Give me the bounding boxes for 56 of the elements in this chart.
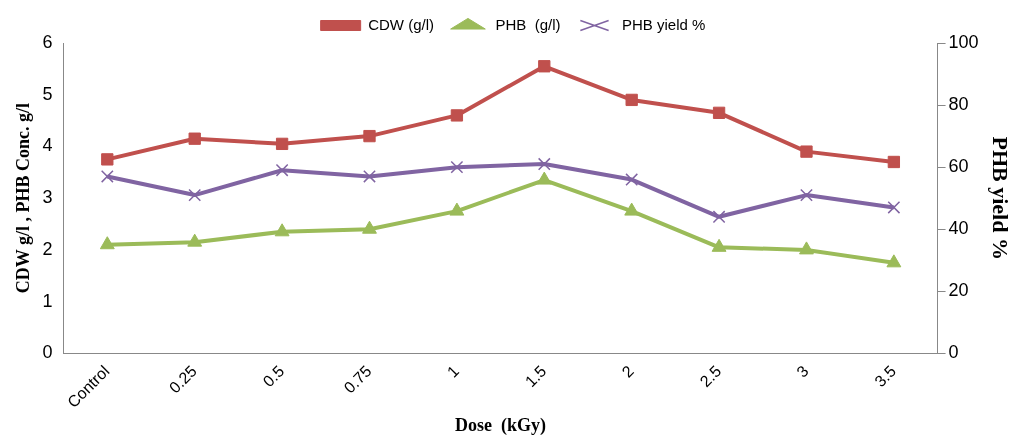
point [624,202,640,216]
point [363,170,376,183]
x-tick-label: 1 [443,362,463,381]
point [800,188,813,202]
y2-tick-label: 20 [948,280,969,301]
point [449,202,465,216]
y-tick-label: 4 [42,135,53,156]
point [101,153,114,166]
point [362,220,377,234]
y2-tick-label: 40 [948,218,969,239]
point [450,160,464,174]
point [363,129,376,143]
y-tick-label: 0 [42,342,53,363]
point [274,223,290,237]
point [886,254,902,268]
x-axis-title: Dose (kGy) [455,414,547,436]
point [625,173,639,186]
y-tick-label: 6 [42,31,53,52]
y2-tick-label: 80 [948,94,969,115]
legend-label: CDW (g/l) [368,15,434,33]
x-tick-label: 2.5 [696,362,725,391]
point [450,109,464,122]
y-tick-label: 5 [42,83,53,104]
point [275,137,289,151]
x-tick-label: 1.5 [521,362,550,391]
x-tick-label: 0.5 [259,362,288,391]
point [800,145,813,158]
y2-tick-label: 100 [948,31,979,52]
point [538,60,551,73]
legend-label: PHB (g/l) [495,15,561,33]
point [711,238,727,252]
point [625,93,638,107]
point [536,171,552,185]
point [100,170,114,183]
point [188,132,201,145]
point [275,163,289,177]
point [887,201,901,214]
y2-axis-title: PHB yield % [988,136,1014,260]
y2-tick-label: 0 [948,342,959,363]
point [887,155,901,169]
point [537,157,551,171]
y-tick-label: 1 [42,290,53,311]
legend-label: PHB yield % [621,15,706,33]
point [99,236,115,250]
x-tick-label: 2 [618,362,637,381]
x-tick-label: 3 [793,362,812,381]
y-tick-label: 2 [42,238,53,259]
point [187,233,203,247]
x-tick-label: 3.5 [871,362,900,391]
point [799,241,814,255]
point [712,106,726,119]
y-tick-label: 3 [42,187,53,208]
point [712,210,726,224]
y-axis-title: CDW g/l , PHB Conc. g/l [13,103,34,294]
y2-tick-label: 60 [948,156,969,177]
point [188,188,202,202]
